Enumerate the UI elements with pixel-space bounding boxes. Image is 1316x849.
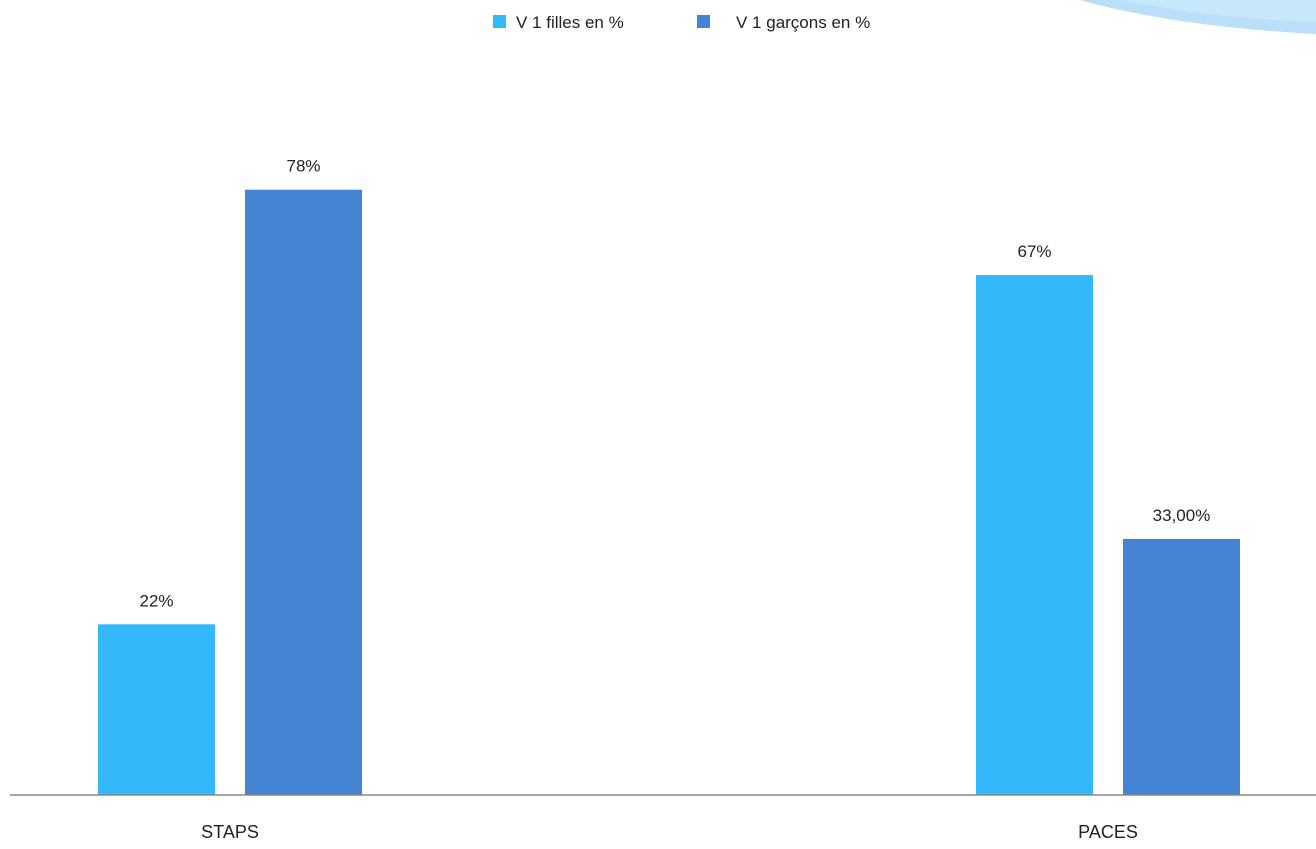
category-label-paces: PACES [1078, 822, 1138, 842]
data-label-staps-filles: 22% [139, 591, 173, 610]
legend-label-filles: V 1 filles en % [516, 13, 624, 32]
bar-staps-filles [98, 624, 215, 795]
bar-paces-filles [976, 275, 1093, 796]
legend-swatch-filles [493, 15, 506, 28]
data-label-staps-garcons: 78% [286, 157, 320, 176]
data-labels: 22% 78% 67% 33,00% [139, 157, 1210, 611]
legend-swatch-garcons [697, 15, 710, 28]
decorative-swoosh-highlight [1120, 0, 1316, 22]
legend: V 1 filles en % V 1 garçons en % [493, 13, 870, 32]
category-label-staps: STAPS [201, 822, 259, 842]
bars [98, 189, 1240, 796]
bar-paces-garcons [1123, 538, 1240, 795]
data-label-paces-garcons: 33,00% [1153, 506, 1211, 525]
legend-label-garcons: V 1 garçons en % [736, 13, 870, 32]
bar-staps-garcons [245, 189, 362, 796]
data-label-paces-filles: 67% [1017, 242, 1051, 261]
